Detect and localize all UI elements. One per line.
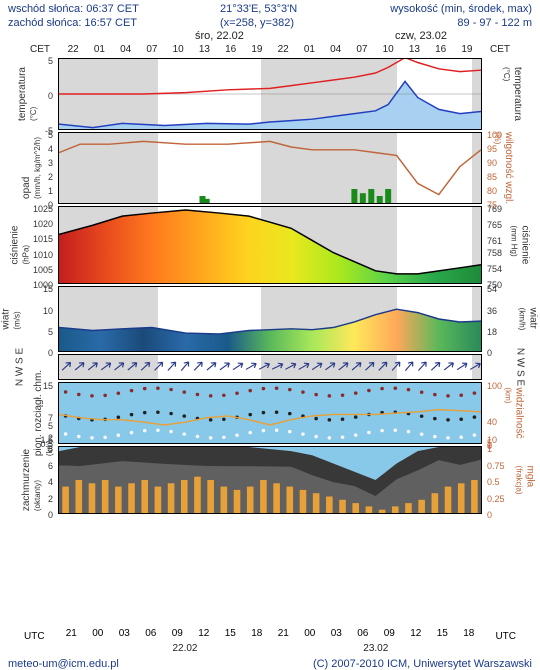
hour-tick: 15: [217, 628, 244, 642]
axis-left: 0.51.525715: [11, 383, 55, 443]
hour-tick: 16: [218, 44, 244, 55]
hour-tick: 01: [86, 44, 112, 55]
hour-tick: 03: [323, 628, 350, 642]
hour-tick: 06: [350, 628, 377, 642]
date-b2: 23.02: [363, 643, 388, 654]
cet-left: CET: [30, 44, 50, 55]
hour-tick: 12: [191, 628, 218, 642]
hour-tick: 07: [139, 44, 165, 55]
hour-tick: 19: [244, 44, 270, 55]
panel-clouds: zachmurzenie(oktanty)mgła(frakcja)024680…: [58, 446, 482, 514]
utc-right: UTC: [495, 631, 516, 642]
hour-tick: 22: [60, 44, 86, 55]
meteogram-container: wschód słońca: 06:37 CET zachód słońca: …: [0, 0, 540, 660]
hour-tick: 10: [375, 44, 401, 55]
coords: 21°33'E, 53°3'N: [220, 2, 297, 16]
axis-right: 7580859095100: [485, 133, 529, 203]
axis-right: [485, 59, 529, 129]
axis-left: -505: [11, 59, 55, 129]
date-1: śro, 22.02: [195, 30, 244, 42]
date-b1: 22.02: [172, 643, 197, 654]
axis-right: 00.250.50.751: [485, 447, 529, 513]
axis-left: 100010051010101510201025: [11, 207, 55, 283]
hour-tick: 00: [85, 628, 112, 642]
hour-tick: 13: [401, 44, 427, 55]
hour-tick: 04: [113, 44, 139, 55]
hour-tick: 22: [270, 44, 296, 55]
alt-vals: 89 - 97 - 122 m: [390, 16, 532, 30]
alt-label: wysokość (min, środek, max): [390, 2, 532, 16]
header-center: 21°33'E, 53°3'N (x=258, y=382): [220, 2, 297, 30]
hour-tick: 04: [323, 44, 349, 55]
panel-pressure: ciśnienie(hPa)ciśnienie(mm Hg)1000100510…: [58, 206, 482, 284]
panel-visclouds: pion. rozciągł. chm.(km)widzialność(km)0…: [58, 382, 482, 444]
header-right: wysokość (min, środek, max) 89 - 97 - 12…: [390, 2, 532, 30]
utc-left: UTC: [24, 631, 45, 642]
hour-tick: 00: [297, 628, 324, 642]
axis-left: 012345: [11, 133, 55, 203]
header-left: wschód słońca: 06:37 CET zachód słońca: …: [8, 2, 139, 30]
hours-top: 22010407101316192201040710131619: [60, 44, 480, 55]
hour-tick: 21: [270, 628, 297, 642]
hour-tick: 01: [296, 44, 322, 55]
hour-tick: 06: [138, 628, 165, 642]
time-row-top: CET CET 22010407101316192201040710131619: [0, 44, 540, 58]
hours-bottom: 21000306091215182100030609121518: [58, 628, 482, 642]
hour-tick: 21: [58, 628, 85, 642]
axis-left: 051015: [11, 287, 55, 351]
panel-winddir: N W S EN W S E: [58, 354, 482, 380]
date-row-bottom: 22.02 23.02: [58, 643, 482, 655]
hour-tick: 19: [454, 44, 480, 55]
hour-tick: 07: [349, 44, 375, 55]
hour-tick: 03: [111, 628, 138, 642]
panel-temp: temperatura(°C)temperatura(°C)-505: [58, 58, 482, 130]
panel-precip: opad(mm/h, kg/m^2/h)wilgotność wzgl.(%)0…: [58, 132, 482, 204]
axis-right: 0183654: [485, 287, 529, 351]
cet-right: CET: [490, 44, 510, 55]
sunset: zachód słońca: 16:57 CET: [8, 16, 139, 30]
panel-wind: wiatr(m/s)wiatr(km/h)0510150183654: [58, 286, 482, 352]
sunrise: wschód słońca: 06:37 CET: [8, 2, 139, 16]
axis-left: 02468: [11, 447, 55, 513]
hour-tick: 15: [429, 628, 456, 642]
hour-tick: 16: [428, 44, 454, 55]
date-2: czw, 23.02: [395, 30, 447, 42]
hour-tick: 10: [165, 44, 191, 55]
hour-tick: 13: [191, 44, 217, 55]
panels: temperatura(°C)temperatura(°C)-505opad(m…: [58, 58, 482, 620]
axis-right: [485, 355, 529, 379]
axis-right: 0151040100: [485, 383, 529, 443]
grid-xy: (x=258, y=382): [220, 16, 297, 30]
axis-right: 750754758761765769: [485, 207, 529, 283]
hour-tick: 09: [376, 628, 403, 642]
hour-tick: 12: [403, 628, 430, 642]
hour-tick: 18: [456, 628, 483, 642]
hour-tick: 18: [244, 628, 271, 642]
hour-tick: 09: [164, 628, 191, 642]
date-row: śro, 22.02 czw, 23.02: [0, 30, 540, 44]
